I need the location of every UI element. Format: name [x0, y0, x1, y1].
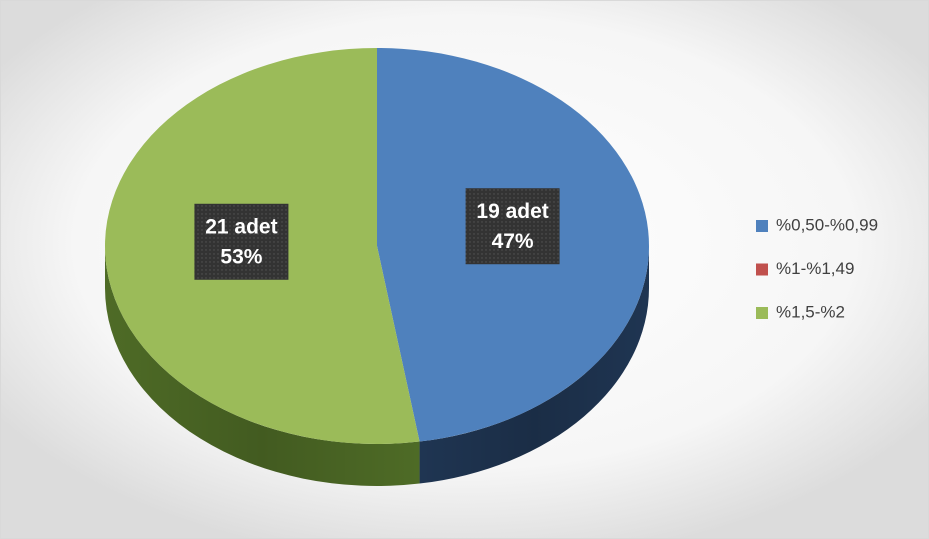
legend-swatch [756, 220, 768, 232]
data-label-box [194, 203, 289, 280]
legend-label: %1,5-%2 [776, 302, 845, 321]
data-label: 21 adet [205, 215, 277, 238]
legend-label: %1-%1,49 [776, 259, 854, 278]
data-label: 53% [220, 245, 262, 268]
data-label: 19 adet [476, 200, 548, 223]
legend-swatch [756, 263, 768, 276]
data-labels: 19 adet 47% 21 adet 53% [194, 188, 560, 280]
legend-label: %0,50-%0,99 [776, 215, 878, 234]
slice-side-shade [105, 246, 420, 487]
data-label: 47% [492, 230, 534, 253]
legend-swatch [756, 307, 768, 319]
data-label-box [465, 188, 560, 265]
pie [104, 48, 649, 487]
slice-side-shade [419, 246, 649, 484]
legend: %0,50-%0,99 %1-%1,49 %1,5-%2 [756, 215, 878, 321]
